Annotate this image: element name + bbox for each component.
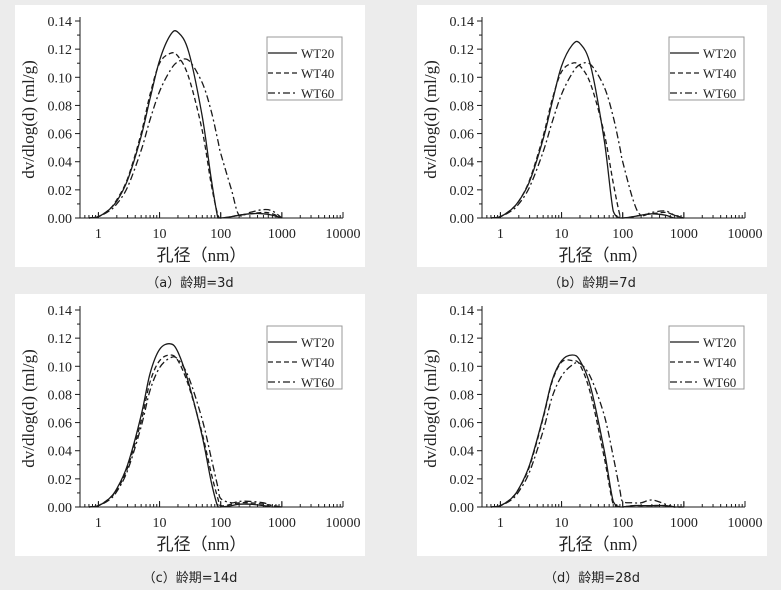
y-tick-label: 0.10 bbox=[48, 360, 73, 375]
legend-label: WT60 bbox=[301, 375, 334, 390]
series-line-wt60 bbox=[88, 356, 282, 508]
legend-label: WT40 bbox=[301, 355, 334, 370]
legend-label: WT40 bbox=[301, 66, 334, 81]
y-tick-label: 0.08 bbox=[48, 388, 73, 403]
y-tick-label: 0.06 bbox=[48, 417, 73, 432]
y-tick-label: 0.14 bbox=[450, 15, 475, 30]
series-line-wt20 bbox=[88, 343, 282, 508]
y-tick-label: 0.04 bbox=[48, 156, 73, 171]
chart-c: 0.00 0.02 0.04 0.06 0.08 0.10 0.12 0.14 1 10 100 10… bbox=[19, 304, 361, 554]
series-line-wt40 bbox=[490, 359, 684, 508]
x-tick-label: 10000 bbox=[326, 516, 361, 531]
caption-d: （d）龄期=28d bbox=[544, 571, 640, 586]
series-line-wt20 bbox=[490, 354, 684, 508]
y-axis-label: dv/dlog(d) (ml/g) bbox=[19, 349, 38, 468]
series-line-wt40 bbox=[88, 354, 282, 508]
legend-label: WT60 bbox=[301, 86, 334, 101]
chart-a: 0.00 0.02 0.04 0.06 0.08 0.10 0.12 0.14 1 10 100 10… bbox=[19, 15, 361, 265]
y-tick-label: 0.00 bbox=[450, 501, 475, 516]
legend-box bbox=[668, 325, 745, 390]
x-tick-label: 1000 bbox=[670, 227, 698, 242]
legend-label: WT40 bbox=[703, 66, 736, 81]
y-tick-label: 0.08 bbox=[48, 99, 73, 114]
x-tick-label: 1000 bbox=[670, 516, 698, 531]
y-tick-label: 0.02 bbox=[450, 184, 475, 199]
x-tick-label: 100 bbox=[210, 516, 231, 531]
legend-label: WT60 bbox=[703, 86, 736, 101]
x-tick-label: 1 bbox=[95, 227, 102, 242]
x-tick-label: 1000 bbox=[268, 227, 296, 242]
y-tick-label: 0.10 bbox=[450, 71, 475, 86]
legend-label: WT20 bbox=[301, 46, 334, 61]
x-tick-label: 100 bbox=[612, 516, 633, 531]
caption-c: （c）龄期=14d bbox=[142, 571, 238, 586]
x-tick-label: 10 bbox=[153, 516, 167, 531]
y-tick-label: 0.04 bbox=[48, 445, 73, 460]
caption-a: （a）龄期=3d bbox=[146, 276, 234, 291]
panel-a: 0.00 0.02 0.04 0.06 0.08 0.10 0.12 0.14 1 10 100 10… bbox=[15, 5, 365, 267]
x-tick-label: 10000 bbox=[728, 227, 763, 242]
x-tick-label: 10 bbox=[555, 516, 569, 531]
series-line-wt40 bbox=[490, 62, 685, 219]
x-tick-label: 1000 bbox=[268, 516, 296, 531]
y-tick-label: 0.12 bbox=[48, 43, 73, 58]
legend-label: WT40 bbox=[703, 355, 736, 370]
panel-c: 0.00 0.02 0.04 0.06 0.08 0.10 0.12 0.14 1 10 100 10… bbox=[15, 294, 365, 556]
y-tick-label: 0.00 bbox=[450, 212, 475, 227]
caption-b: （b）龄期=7d bbox=[548, 276, 636, 291]
x-tick-label: 1 bbox=[497, 227, 504, 242]
y-tick-label: 0.00 bbox=[48, 212, 73, 227]
y-tick-label: 0.12 bbox=[450, 43, 475, 58]
legend-label: WT20 bbox=[703, 335, 736, 350]
x-tick-label: 10000 bbox=[326, 227, 361, 242]
x-tick-label: 100 bbox=[612, 227, 633, 242]
y-axis-label: dv/dlog(d) (ml/g) bbox=[421, 60, 440, 179]
legend-label: WT20 bbox=[703, 46, 736, 61]
series-line-wt60 bbox=[490, 361, 684, 508]
legend-box bbox=[266, 325, 343, 390]
x-tick-label: 1 bbox=[95, 516, 102, 531]
x-tick-label: 100 bbox=[210, 227, 231, 242]
x-tick-label: 1 bbox=[497, 516, 504, 531]
chart-d: 0.00 0.02 0.04 0.06 0.08 0.10 0.12 0.14 1 10 100 10… bbox=[421, 304, 763, 554]
y-tick-label: 0.10 bbox=[450, 360, 475, 375]
legend-label: WT20 bbox=[301, 335, 334, 350]
x-tick-label: 10 bbox=[153, 227, 167, 242]
series-line-wt40 bbox=[88, 52, 283, 219]
y-tick-label: 0.14 bbox=[450, 304, 475, 319]
y-tick-label: 0.12 bbox=[48, 332, 73, 347]
panel-b: 0.00 0.02 0.04 0.06 0.08 0.10 0.12 0.14 1 10 100 10… bbox=[417, 5, 767, 267]
y-tick-label: 0.06 bbox=[48, 128, 73, 143]
series-line-wt60 bbox=[490, 61, 685, 219]
y-tick-label: 0.14 bbox=[48, 15, 73, 30]
y-axis-label: dv/dlog(d) (ml/g) bbox=[19, 60, 38, 179]
x-axis-label: 孔径（nm） bbox=[157, 535, 247, 554]
legend-box bbox=[668, 36, 745, 101]
panel-d: 0.00 0.02 0.04 0.06 0.08 0.10 0.12 0.14 1 10 100 10… bbox=[417, 294, 767, 556]
y-tick-label: 0.04 bbox=[450, 445, 475, 460]
y-tick-label: 0.10 bbox=[48, 71, 73, 86]
x-axis-label: 孔径（nm） bbox=[157, 246, 247, 265]
x-tick-label: 10 bbox=[555, 227, 569, 242]
y-tick-label: 0.02 bbox=[450, 473, 475, 488]
x-axis-label: 孔径（nm） bbox=[559, 246, 649, 265]
y-tick-label: 0.12 bbox=[450, 332, 475, 347]
chart-b: 0.00 0.02 0.04 0.06 0.08 0.10 0.12 0.14 1 10 100 10… bbox=[421, 15, 763, 265]
y-tick-label: 0.02 bbox=[48, 184, 73, 199]
y-tick-label: 0.06 bbox=[450, 128, 475, 143]
legend-label: WT60 bbox=[703, 375, 736, 390]
y-tick-label: 0.08 bbox=[450, 388, 475, 403]
series-line-wt20 bbox=[490, 40, 684, 219]
x-axis-label: 孔径（nm） bbox=[559, 535, 649, 554]
y-tick-label: 0.04 bbox=[450, 156, 475, 171]
y-tick-label: 0.00 bbox=[48, 501, 73, 516]
y-axis-label: dv/dlog(d) (ml/g) bbox=[421, 349, 440, 468]
legend-box bbox=[266, 36, 343, 101]
y-tick-label: 0.14 bbox=[48, 304, 73, 319]
x-tick-label: 10000 bbox=[728, 516, 763, 531]
y-tick-label: 0.06 bbox=[450, 417, 475, 432]
y-tick-label: 0.08 bbox=[450, 99, 475, 114]
series-line-wt60 bbox=[88, 58, 283, 219]
y-tick-label: 0.02 bbox=[48, 473, 73, 488]
